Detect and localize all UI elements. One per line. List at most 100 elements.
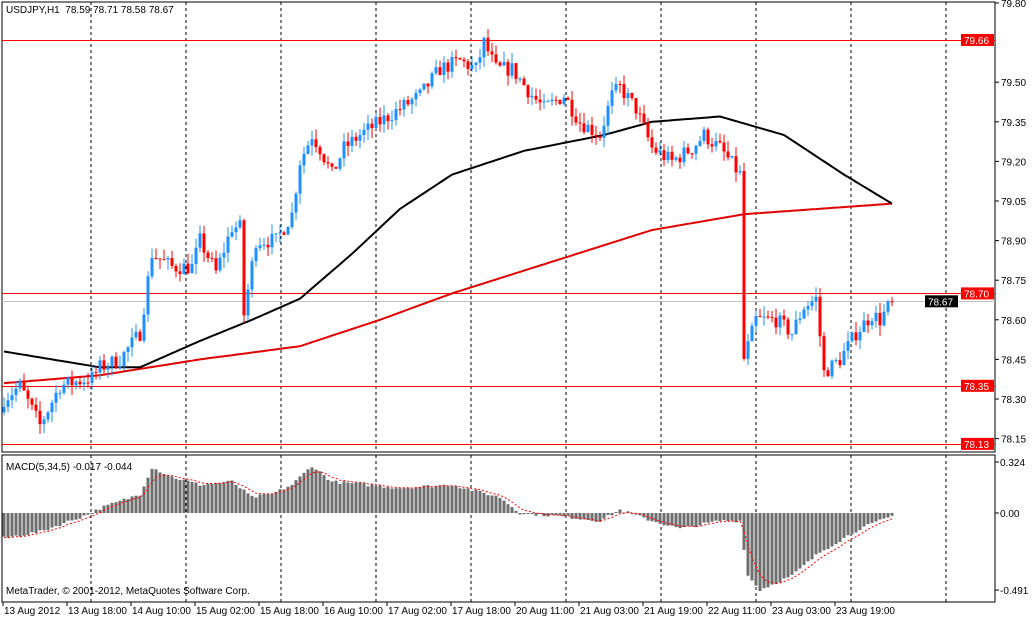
candle-body — [598, 136, 602, 138]
candle-body — [766, 316, 770, 318]
price-level-badge — [961, 287, 994, 300]
candle-body — [442, 62, 446, 76]
candle-body — [150, 257, 154, 277]
price-level-label: 78.70 — [964, 289, 989, 300]
candle-body — [194, 247, 198, 265]
candle — [446, 58, 450, 80]
macd-histogram-bar — [110, 502, 114, 513]
macd-histogram-bar — [42, 513, 46, 531]
candle-body — [850, 332, 854, 342]
candle-body — [50, 402, 54, 413]
candle-body — [658, 150, 662, 153]
macd-histogram-bar — [146, 477, 150, 513]
candle — [890, 296, 894, 307]
macd-histogram-bar — [98, 509, 102, 513]
candle-body — [350, 136, 354, 146]
candle — [418, 88, 422, 97]
candle-body — [466, 61, 470, 69]
candle-body — [290, 212, 294, 228]
candle — [746, 334, 750, 365]
candle-body — [594, 134, 598, 137]
candle — [74, 379, 78, 390]
candle-body — [826, 370, 830, 377]
candle-body — [250, 261, 254, 290]
macd-histogram-bar — [614, 512, 618, 514]
candle — [630, 92, 634, 101]
candle — [658, 142, 662, 156]
macd-histogram-bar — [378, 485, 382, 513]
candle-body — [374, 116, 378, 129]
price-tick-label: 79.35 — [1001, 118, 1026, 129]
candle — [62, 380, 66, 395]
candle-body — [110, 356, 114, 367]
candle-body — [446, 62, 450, 72]
candle-body — [386, 115, 390, 122]
candle — [178, 263, 182, 282]
macd-histogram-bar — [702, 513, 706, 523]
candle-body — [862, 320, 866, 332]
candle-body — [226, 236, 230, 253]
candle-body — [70, 377, 74, 386]
candle — [662, 143, 666, 166]
macd-histogram-bar — [78, 513, 82, 519]
candle-body — [730, 156, 734, 158]
candle-body — [790, 334, 794, 336]
macd-histogram-bar — [62, 513, 66, 524]
macd-histogram-bar — [150, 468, 154, 513]
candle-body — [218, 257, 222, 271]
macd-histogram-bar — [534, 513, 538, 516]
macd-histogram-bar — [486, 495, 490, 513]
candle-body — [66, 377, 70, 385]
candle — [754, 310, 758, 333]
candle — [394, 101, 398, 126]
macd-histogram-bar — [254, 497, 258, 513]
candle-body — [126, 347, 130, 353]
candle-body — [502, 61, 506, 66]
candle-body — [490, 51, 494, 55]
price-tick-label: 78.60 — [1001, 316, 1026, 327]
candle-body — [542, 101, 546, 103]
macd-histogram-bar — [854, 513, 858, 533]
candle-body — [334, 166, 338, 169]
macd-histogram-bar — [646, 513, 650, 521]
macd-histogram-bar — [530, 513, 534, 514]
macd-histogram-bar — [842, 513, 846, 538]
macd-histogram-bar — [522, 513, 526, 515]
candle-body — [242, 220, 246, 316]
macd-histogram-bar — [550, 513, 554, 515]
candle — [366, 114, 370, 141]
macd-histogram-bar — [574, 513, 578, 519]
candle-body — [46, 412, 50, 420]
macd-histogram-bar — [490, 495, 494, 513]
macd-histogram-bar — [182, 479, 186, 513]
macd-histogram-bar — [210, 483, 214, 513]
macd-histogram-bar — [874, 513, 878, 522]
macd-histogram-bar — [650, 513, 654, 522]
macd-histogram-bar — [750, 513, 754, 581]
candle — [30, 397, 34, 411]
candle-body — [622, 84, 626, 99]
time-tick-label: 17 Aug 02:00 — [388, 606, 447, 617]
candle-body — [422, 83, 426, 90]
candle-body — [782, 315, 786, 320]
candle-body — [310, 139, 314, 146]
candle — [622, 75, 626, 106]
candle-body — [854, 332, 858, 341]
candle-body — [578, 122, 582, 124]
candle — [486, 29, 490, 56]
candle-body — [538, 99, 542, 103]
candle-body — [318, 147, 322, 155]
candle-body — [274, 233, 278, 235]
candle — [794, 310, 798, 335]
candle — [262, 237, 266, 250]
macd-histogram-bar — [282, 489, 286, 513]
macd-histogram-bar — [850, 513, 854, 535]
candle — [138, 329, 142, 342]
candle — [182, 258, 186, 275]
candle-body — [138, 331, 142, 341]
candle-body — [438, 67, 442, 76]
macd-histogram-bar — [402, 488, 406, 513]
candle — [538, 89, 542, 111]
candle — [386, 112, 390, 130]
